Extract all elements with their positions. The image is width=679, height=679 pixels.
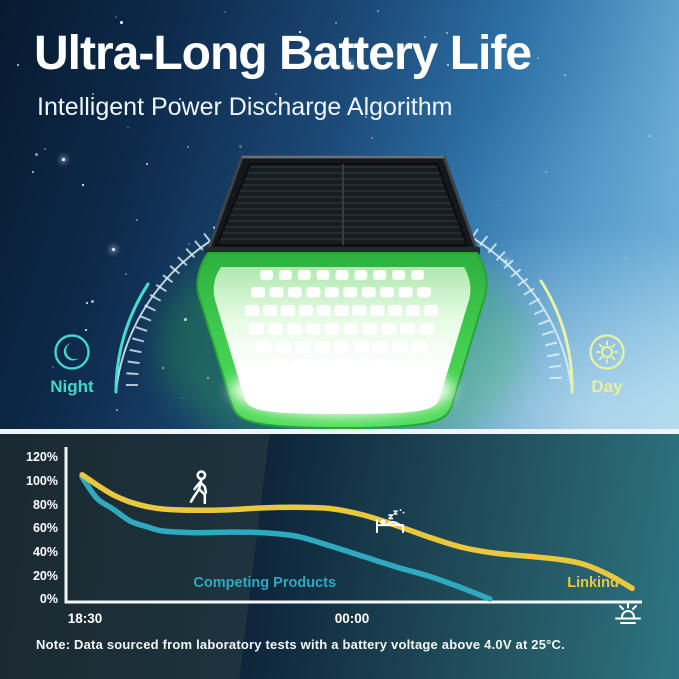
arc-day-end <box>539 279 574 394</box>
y-tick: 20% <box>33 569 58 583</box>
page-title: Ultra-Long Battery Life <box>34 27 532 80</box>
y-tick: 40% <box>33 545 58 559</box>
y-axis-labels: 120% 100% 80% 60% 40% 20% 0% <box>26 450 58 606</box>
y-tick: 60% <box>33 521 58 535</box>
section-divider <box>0 429 679 434</box>
x-tick-0000: 00:00 <box>335 611 370 626</box>
page-subtitle: Intelligent Power Discharge Algorithm <box>37 93 453 121</box>
sunrise-icon <box>615 602 641 624</box>
lamp-head <box>196 252 488 430</box>
moon-icon <box>54 334 90 370</box>
lamp-glow <box>230 364 454 416</box>
x-tick-1830: 18:30 <box>68 611 103 626</box>
arc-night-end <box>114 282 150 394</box>
solar-spotlight-product <box>157 155 527 434</box>
led-array <box>245 270 438 371</box>
series-linkind-line <box>79 472 635 592</box>
solar-panel <box>205 155 480 255</box>
walking-person-icon <box>189 470 208 505</box>
night-marker: Night <box>40 332 104 397</box>
y-tick: 100% <box>26 474 58 488</box>
y-tick: 120% <box>26 450 58 464</box>
battery-discharge-chart: 120% 100% 80% 60% 40% 20% 0% 18:30 00:00… <box>26 447 642 626</box>
day-label: Day <box>591 377 623 396</box>
legend-competing-products: Competing Products <box>193 575 336 591</box>
footnote: Note: Data sourced from laboratory tests… <box>36 637 565 652</box>
y-tick: 80% <box>33 498 58 512</box>
legend-linkind: Linkind <box>567 575 619 591</box>
sleeping-person-icon <box>376 509 405 534</box>
chart-axes <box>64 447 642 604</box>
y-tick: 0% <box>40 592 58 606</box>
sun-icon <box>589 334 625 370</box>
series-competing-products-line <box>79 474 493 602</box>
night-label: Night <box>50 377 94 396</box>
day-marker: Day <box>575 332 639 397</box>
battery-chart-panel: 120% 100% 80% 60% 40% 20% 0% 18:30 00:00… <box>0 434 679 679</box>
